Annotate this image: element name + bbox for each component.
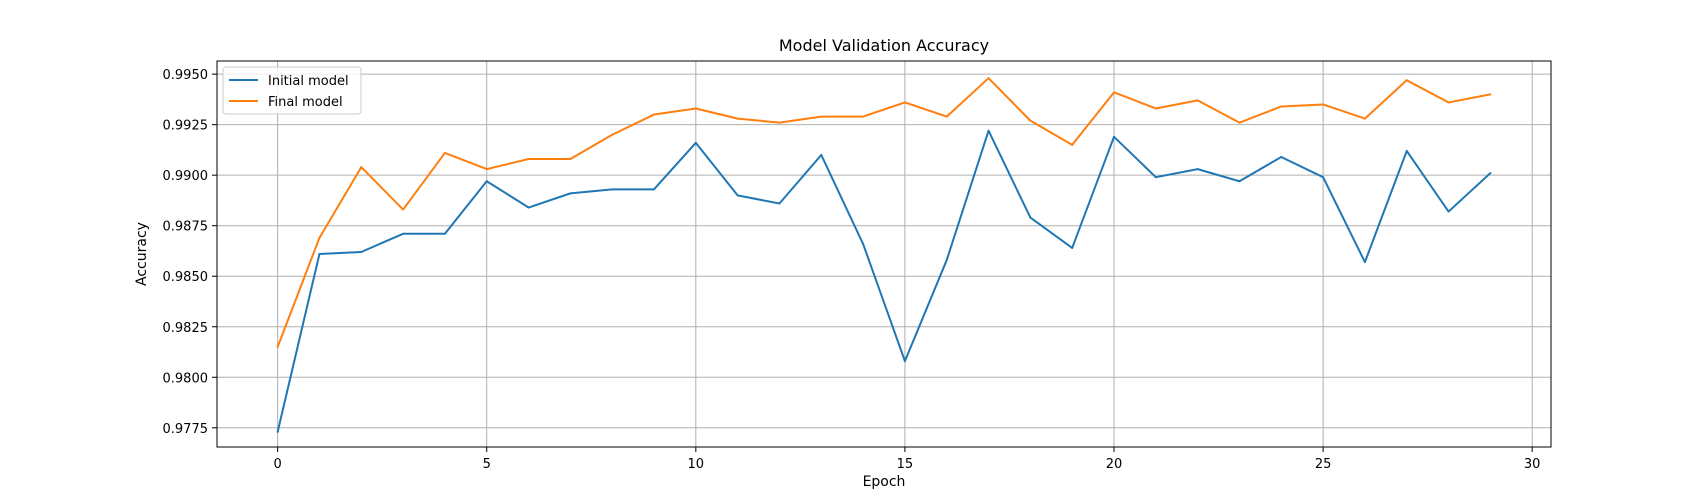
series-line	[276, 129, 1492, 433]
data-point	[276, 430, 279, 433]
data-point	[987, 129, 990, 132]
y-tick-label: 0.9850	[163, 270, 209, 285]
data-point	[527, 158, 530, 161]
data-point	[1113, 135, 1115, 138]
data-point	[1154, 107, 1157, 110]
x-tick-label: 25	[1315, 457, 1332, 472]
data-point	[443, 232, 446, 235]
data-point	[318, 253, 321, 255]
data-point	[820, 153, 823, 156]
data-point	[1029, 216, 1032, 219]
data-point	[1071, 143, 1074, 146]
legend-label-initial-model: Initial model	[268, 74, 349, 89]
data-point	[1196, 168, 1199, 171]
chart-title: Model Validation Accuracy	[779, 36, 989, 55]
y-tick-label: 0.9825	[163, 321, 209, 336]
y-tick-label: 0.9775	[163, 422, 209, 437]
data-point	[1154, 176, 1157, 179]
y-tick-label: 0.9900	[163, 169, 209, 184]
y-tick-label: 0.9875	[163, 220, 209, 235]
data-point	[611, 188, 614, 191]
data-point	[360, 250, 363, 253]
data-point	[1029, 119, 1032, 122]
data-point	[1405, 79, 1408, 82]
data-point	[1447, 101, 1450, 104]
data-point	[1071, 246, 1074, 249]
data-point	[1447, 210, 1450, 213]
series-0	[276, 129, 1492, 433]
data-point	[862, 115, 865, 118]
data-point	[318, 236, 321, 239]
x-axis-label: Epoch	[863, 474, 906, 490]
x-tick-label: 20	[1106, 457, 1123, 472]
data-point	[569, 192, 572, 195]
data-point	[945, 115, 948, 118]
y-tick-label: 0.9800	[163, 371, 209, 386]
legend-label-final-model: Final model	[268, 95, 343, 110]
grid	[217, 61, 1551, 447]
data-point	[653, 113, 655, 116]
data-point	[1489, 172, 1492, 175]
data-point	[736, 194, 739, 197]
data-point	[1489, 93, 1492, 96]
data-point	[1322, 176, 1325, 179]
data-point	[569, 158, 572, 161]
y-tick-label: 0.9925	[163, 119, 209, 134]
data-point	[694, 107, 697, 110]
series-line	[276, 77, 1491, 348]
data-point	[694, 141, 697, 144]
data-point	[1238, 180, 1241, 183]
data-point	[736, 117, 739, 120]
data-point	[485, 168, 488, 171]
data-point	[820, 115, 823, 118]
x-axis: 0 5 10 15 20 25 30	[273, 447, 1540, 472]
y-axis-label: Accuracy	[134, 222, 150, 286]
legend: Initial model Final model	[222, 66, 362, 115]
y-axis: 0.9775 0.9800 0.9825 0.9850 0.9875 0.9900 0.99…	[163, 68, 217, 437]
data-point	[485, 180, 488, 183]
series-1	[276, 77, 1492, 348]
data-point	[778, 121, 781, 124]
data-point	[778, 202, 781, 205]
data-point	[527, 206, 530, 209]
x-tick-label: 15	[897, 457, 914, 472]
data-point	[903, 101, 906, 104]
plot-series	[276, 77, 1492, 433]
data-point	[1280, 105, 1283, 108]
plot-frame	[216, 60, 1552, 448]
x-tick-label: 0	[273, 457, 281, 472]
x-tick-label: 10	[688, 457, 705, 472]
data-point	[653, 188, 655, 191]
data-point	[402, 232, 405, 235]
x-tick-label: 30	[1524, 457, 1541, 472]
data-point	[987, 77, 990, 80]
data-point	[1405, 149, 1408, 152]
data-point	[1113, 91, 1115, 94]
data-point	[360, 166, 363, 169]
data-point	[1280, 155, 1283, 158]
data-point	[945, 259, 948, 262]
data-point	[443, 151, 446, 154]
data-point	[1363, 261, 1366, 264]
data-point	[1238, 121, 1241, 124]
data-point	[1363, 117, 1366, 120]
data-point	[611, 133, 614, 136]
x-tick-label: 5	[483, 457, 491, 472]
data-point	[862, 242, 865, 245]
data-point	[903, 360, 906, 363]
data-point	[276, 345, 279, 348]
legend-box	[222, 66, 362, 115]
data-point	[1322, 103, 1325, 106]
data-point	[1196, 99, 1199, 102]
y-tick-label: 0.9950	[163, 68, 209, 83]
data-point	[402, 208, 405, 211]
